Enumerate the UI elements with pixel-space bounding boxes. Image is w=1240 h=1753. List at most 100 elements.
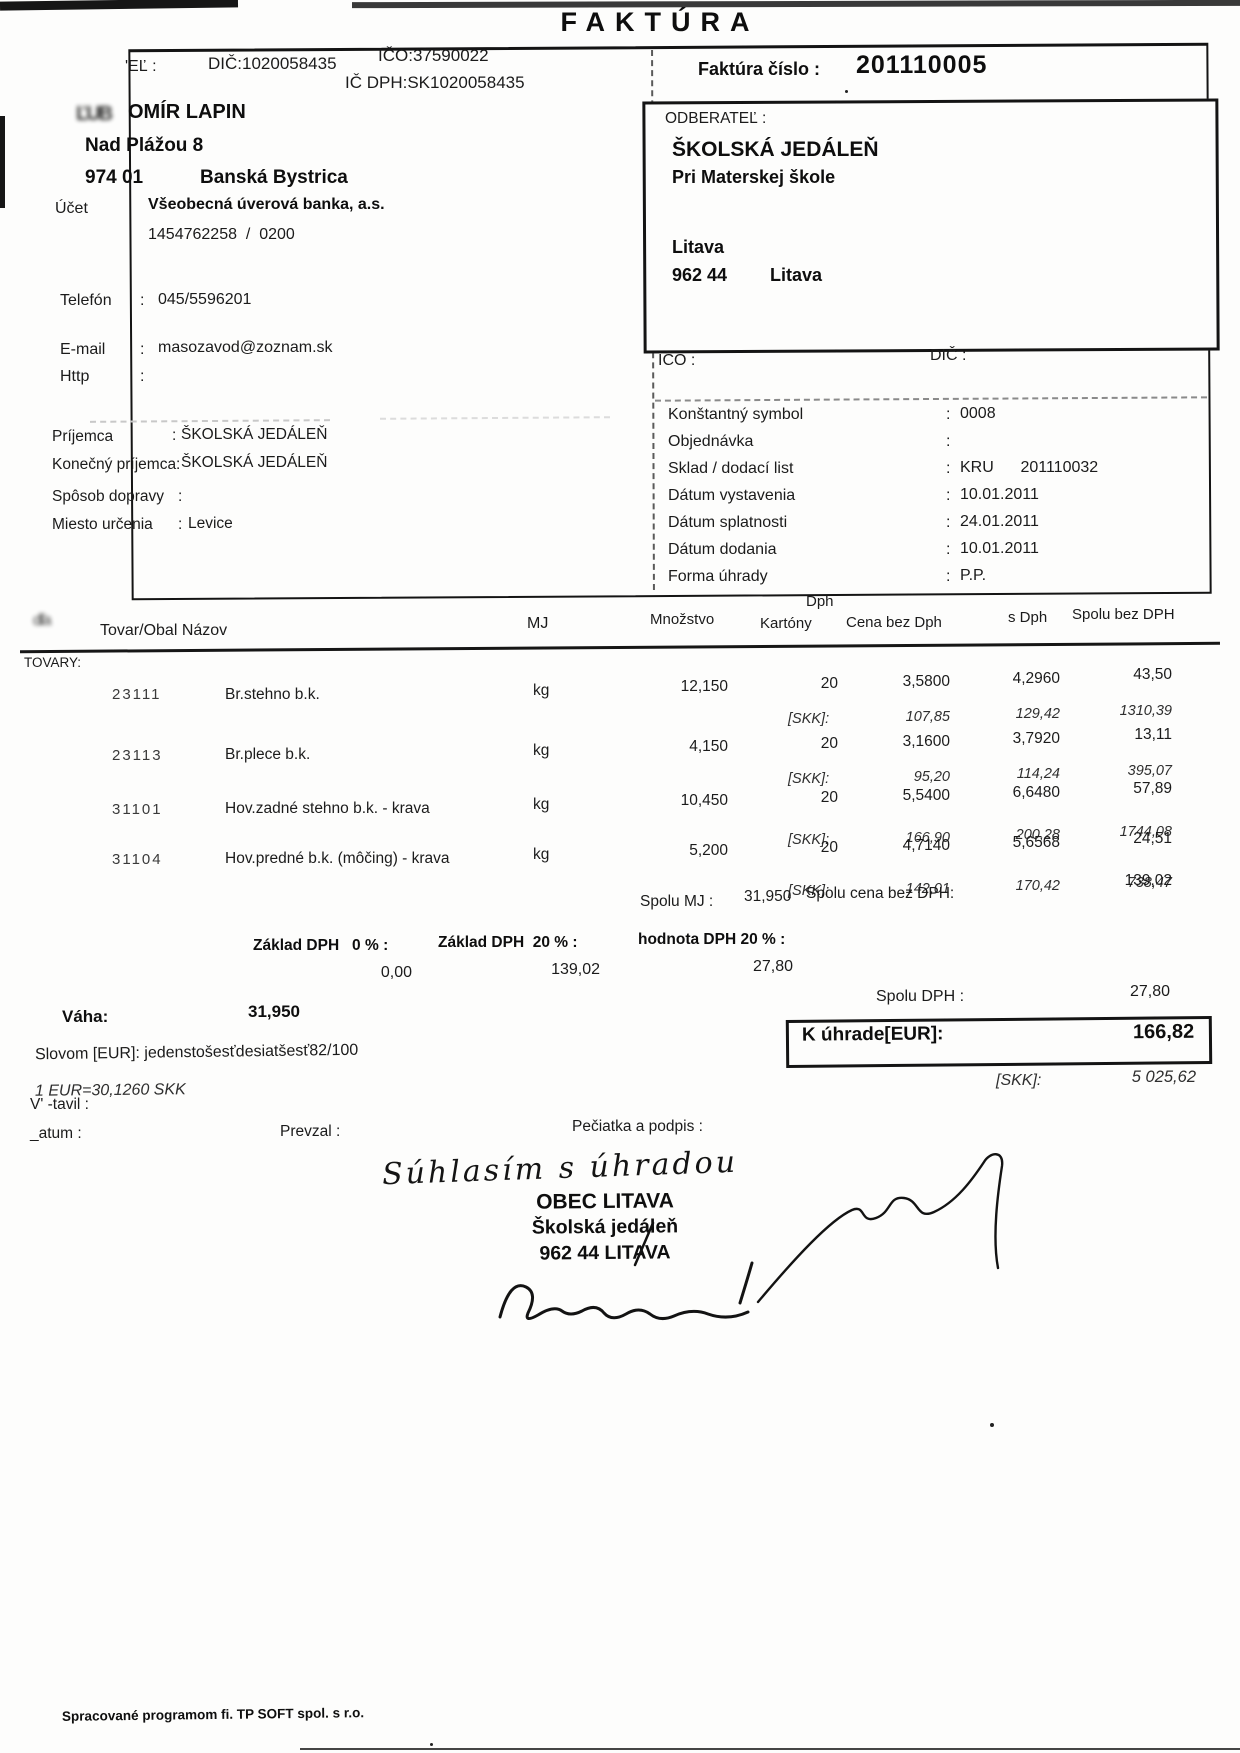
invoice-number-label: Faktúra číslo :	[698, 59, 821, 79]
table-col-sdph: s Dph	[1008, 609, 1048, 626]
email-label: E-mail	[60, 341, 106, 358]
date-label: _atum :	[30, 1125, 82, 1142]
table-col-price: Cena bez Dph	[846, 614, 942, 631]
item-code: 23113	[112, 747, 163, 764]
page-title: FAKTÚRA	[560, 7, 760, 37]
recipient-value: ŠKOLSKÁ JEDÁLEŇ	[181, 426, 328, 443]
stamp-line1: OBEC LITAVA	[536, 1189, 674, 1214]
item-name: Br.plece b.k.	[225, 746, 311, 763]
scan-speck-3	[845, 90, 848, 93]
scan-artifact-top-left	[0, 0, 239, 11]
detail-colon: :	[946, 460, 951, 477]
vat-total-label: Spolu DPH :	[876, 988, 965, 1005]
detail-colon: :	[946, 433, 951, 450]
vat-amount20-value: 27,80	[752, 958, 793, 975]
item-dph: 20	[820, 839, 838, 856]
sum-mj-label: Spolu MJ :	[640, 893, 714, 910]
item-name: Hov.zadné stehno b.k. - krava	[225, 800, 430, 817]
signature-scrawl-under-stamp	[498, 1261, 754, 1321]
table-header-rule	[20, 641, 1220, 654]
item-name: Br.stehno b.k.	[225, 686, 320, 703]
amount-skk-value: 5 025,62	[1131, 1068, 1196, 1086]
item-code: 31101	[112, 801, 163, 818]
phone-label: Telefón	[60, 292, 112, 309]
item-total: 24,51	[1133, 830, 1172, 847]
item-sdph: 5,6568	[1012, 834, 1060, 851]
sum-price-value: 139,02	[1124, 872, 1172, 889]
item-skk-price: 107,85	[905, 709, 950, 725]
detail-label-dodaci: Sklad / dodací list	[668, 460, 794, 477]
customer-name2: Pri Materskej škole	[672, 167, 836, 187]
customer-box-label: ODBERATEĽ :	[665, 110, 767, 127]
customer-name: ŠKOLSKÁ JEDÁLEŇ	[672, 138, 879, 161]
item-skk-price: 166,90	[905, 830, 950, 846]
handwritten-approval: Súhlasím s úhradou	[381, 1144, 739, 1193]
detail-value-ks: 0008	[960, 405, 996, 422]
item-qty: 10,450	[680, 792, 728, 809]
email-colon: :	[140, 341, 145, 358]
item-skk-price: 142,01	[905, 881, 950, 897]
sum-price-label: Spolu cena bez DPH:	[806, 885, 955, 902]
http-colon: :	[140, 368, 145, 385]
item-mj: kg	[533, 846, 550, 863]
vat-base0-value: 0,00	[380, 964, 412, 981]
phone-colon: :	[140, 292, 145, 309]
supplier-street: Nad Plážou 8	[85, 135, 204, 156]
table-col-cartons: Kartóny	[760, 615, 812, 632]
customer-city: Litava	[672, 237, 725, 257]
vat-base0-label: Základ DPH 0 % :	[253, 937, 389, 954]
stamp-signature-label: Pečiatka a podpis :	[572, 1118, 703, 1135]
table-col-mj: MJ	[527, 615, 549, 632]
detail-label-vystavenia: Dátum vystavenia	[668, 487, 796, 504]
table-col-total: Spolu bez DPH	[1072, 606, 1175, 623]
detail-value-uhrady: P.P.	[960, 567, 987, 584]
supplier-city: Banská Bystrica	[200, 167, 348, 188]
table-col-name: Tovar/Obal Názov	[100, 622, 228, 639]
issued-by-label: V' -tavil :	[30, 1096, 89, 1113]
weight-label: Váha:	[62, 1007, 109, 1026]
final-recipient-value: ŠKOLSKÁ JEDÁLEŇ	[181, 454, 328, 471]
supplier-bank: Všeobecná úverová banka, a.s.	[148, 196, 385, 213]
item-total: 13,11	[1134, 726, 1172, 743]
item-skk-sdph: 170,42	[1015, 878, 1060, 894]
item-dph: 20	[820, 675, 838, 692]
received-by-label: Prevzal :	[280, 1123, 341, 1140]
detail-value-dodania: 10.01.2011	[960, 540, 1039, 557]
item-dph: 20	[820, 789, 838, 806]
scan-speck-1	[990, 1423, 994, 1427]
supplier-dic: DIČ:1020058435	[208, 54, 337, 73]
item-qty: 5,200	[689, 842, 728, 859]
supplier-name-obscured: ĽUB	[76, 103, 113, 125]
item-sdph: 6,6480	[1012, 784, 1060, 801]
item-code: 31104	[112, 851, 163, 868]
detail-colon: :	[946, 514, 951, 531]
item-skk-label: [SKK]:	[788, 832, 830, 848]
table-section-label: TOVARY:	[24, 655, 82, 670]
detail-colon: :	[946, 568, 951, 585]
destination-value: Levice	[188, 515, 233, 532]
item-mj: kg	[533, 742, 550, 759]
item-name: Hov.predné b.k. (môčing) - krava	[225, 850, 450, 867]
customer-city2: Litava	[770, 265, 823, 285]
recipient-colon: :	[172, 427, 177, 444]
signature-right	[756, 1153, 1004, 1304]
item-skk-label: [SKK]:	[788, 711, 830, 727]
recipient-label: Príjemca	[52, 428, 114, 445]
item-mj: kg	[533, 796, 550, 813]
stamp-line2: Školská jedáleň	[531, 1215, 679, 1239]
account-label: Účet	[55, 200, 88, 217]
item-skk-label: [SKK]:	[788, 771, 830, 787]
detail-colon: :	[946, 487, 951, 504]
item-dph: 20	[820, 735, 838, 752]
vat-base20-label: Základ DPH 20 % :	[438, 934, 578, 951]
item-skk-label: [SKK]:	[788, 883, 830, 899]
table-col-qty: Množstvo	[650, 611, 715, 628]
item-total: 43,50	[1133, 666, 1172, 683]
destination-label: Miesto určenia	[52, 516, 153, 533]
item-mj: kg	[533, 682, 550, 699]
item-price: 3,5800	[902, 673, 950, 690]
supplier-ico: IČO:37590022	[378, 46, 489, 65]
item-sdph: 4,2960	[1012, 670, 1060, 687]
supplier-name: OMÍR LAPIN	[128, 101, 246, 123]
scan-artifact-top-right	[351, 0, 1240, 9]
